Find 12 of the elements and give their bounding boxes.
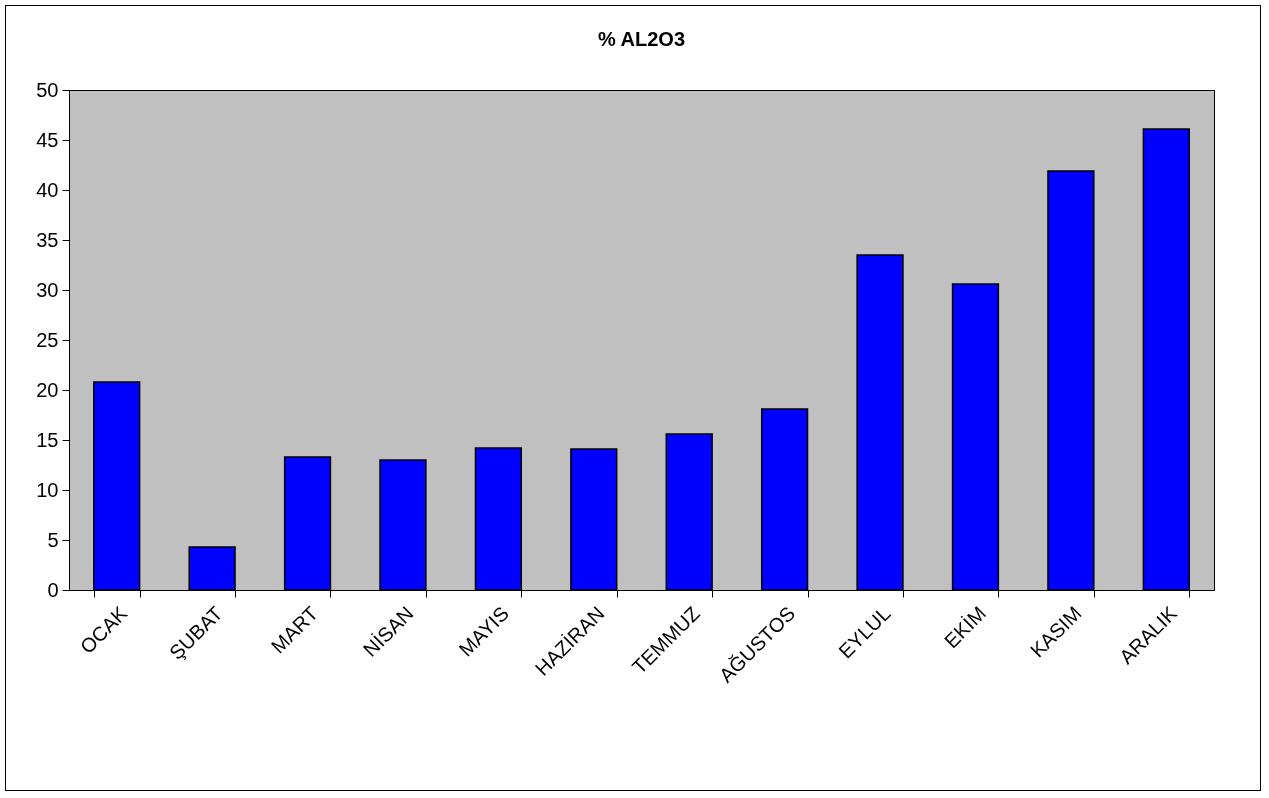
chart-title: % AL2O3 xyxy=(597,28,686,50)
y-tick-label: 35 xyxy=(36,228,59,251)
y-tick-label: 45 xyxy=(36,128,59,151)
y-tick-label: 40 xyxy=(36,178,59,201)
y-tick-label: 15 xyxy=(36,428,59,451)
y-tick-label: 25 xyxy=(36,328,59,351)
y-tick-label: 0 xyxy=(47,578,59,601)
y-tick-label: 10 xyxy=(36,478,59,501)
y-tick-label: 20 xyxy=(36,378,59,401)
y-tick-label: 50 xyxy=(36,78,59,101)
y-tick-label: 5 xyxy=(47,528,59,551)
y-tick-label: 30 xyxy=(36,278,59,301)
